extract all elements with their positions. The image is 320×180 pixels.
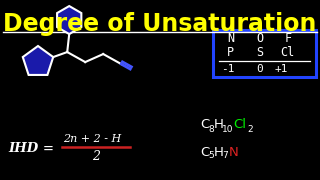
- Text: 2: 2: [247, 125, 252, 134]
- Polygon shape: [57, 6, 81, 34]
- Text: Cl: Cl: [280, 46, 294, 60]
- Text: C: C: [200, 145, 209, 159]
- Text: S: S: [256, 46, 263, 60]
- Text: H: H: [214, 118, 224, 132]
- Text: N: N: [229, 145, 239, 159]
- Text: F: F: [285, 33, 292, 46]
- Text: IHD =: IHD =: [8, 141, 54, 154]
- Text: C: C: [200, 118, 209, 132]
- Text: Cl: Cl: [233, 118, 246, 132]
- Text: Degree of Unsaturation: Degree of Unsaturation: [3, 12, 317, 36]
- Text: 8: 8: [208, 125, 214, 134]
- Text: P: P: [227, 46, 234, 60]
- Polygon shape: [23, 46, 53, 75]
- Text: 5: 5: [208, 152, 214, 161]
- Text: 10: 10: [222, 125, 234, 134]
- Text: O: O: [256, 33, 263, 46]
- Text: 0: 0: [256, 64, 263, 74]
- Text: +1: +1: [275, 64, 289, 74]
- Text: 2n + 2 - H: 2n + 2 - H: [63, 134, 121, 144]
- Text: -1: -1: [221, 64, 235, 74]
- Text: 7: 7: [222, 152, 228, 161]
- Text: N: N: [227, 33, 234, 46]
- Text: 2: 2: [92, 150, 100, 163]
- Text: H: H: [214, 145, 224, 159]
- FancyBboxPatch shape: [213, 30, 316, 77]
